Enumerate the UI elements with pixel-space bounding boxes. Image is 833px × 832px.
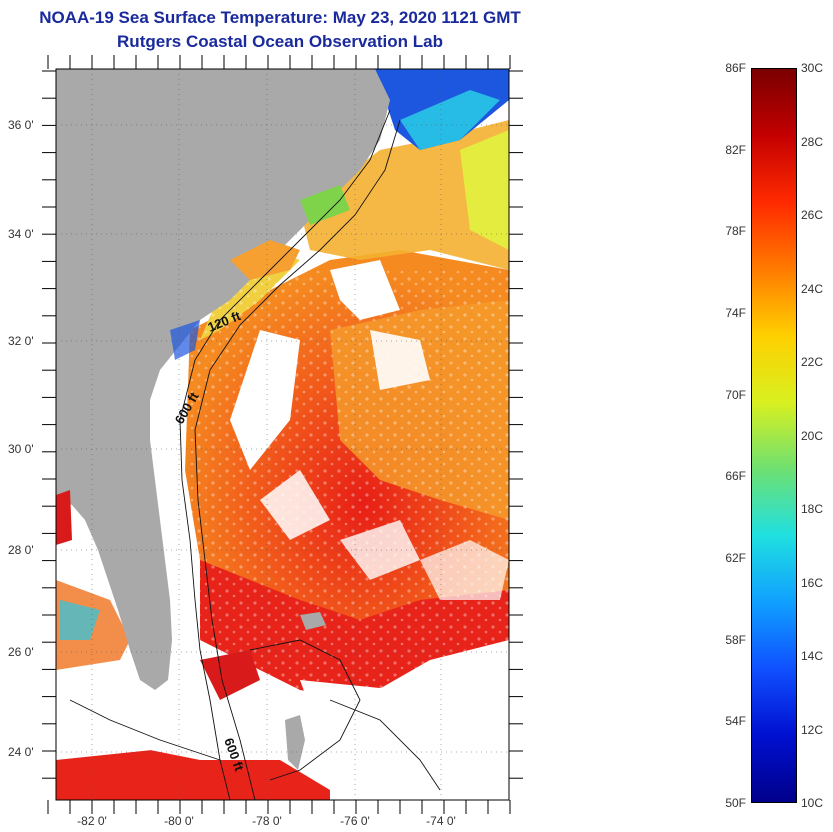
colorbar-fahrenheit-label: 62F xyxy=(725,551,746,565)
latitude-tick-label: 34 0' xyxy=(8,227,34,241)
yellow-green-patch xyxy=(460,130,509,250)
colorbar-celsius-label: 28C xyxy=(801,134,824,149)
colorbar-fahrenheit-label: 54F xyxy=(725,714,746,729)
colorbar-celsius-label: 14C xyxy=(801,649,824,663)
colorbar-celsius-label: 12C xyxy=(801,722,824,737)
colorbar-celsius-label: 22C xyxy=(801,355,824,369)
north-shelf-water xyxy=(300,120,509,270)
land-andros-island xyxy=(285,715,305,770)
latitude-tick-label: 30 0' xyxy=(8,442,34,456)
colorbar-fahrenheit-label: 50F xyxy=(725,796,746,810)
longitude-labels: -82 0' -80 0' -78 0' -76 0' -74 0' xyxy=(77,814,456,828)
colorbar-celsius-label: 16C xyxy=(801,575,824,590)
colorbar-fahrenheit-label: 74F xyxy=(725,306,746,320)
temperature-colorbar xyxy=(751,68,797,803)
sst-map: 120 ft 600 ft 600 ft 36 0' 34 0' 32 0' 30 0… xyxy=(8,55,523,828)
colorbar-celsius-label: 30C xyxy=(801,61,824,75)
title-line-1: NOAA-19 Sea Surface Temperature: May 23,… xyxy=(39,8,521,27)
colorbar-fahrenheit-label: 58F xyxy=(725,632,746,647)
colorbar-fahrenheit-label: 66F xyxy=(725,469,746,484)
colorbar-fahrenheit-label: 70F xyxy=(725,387,746,402)
coastal-color-patches xyxy=(56,185,350,700)
map-image xyxy=(56,69,509,800)
longitude-tick-label: -76 0' xyxy=(340,814,370,828)
latitude-tick-label: 36 0' xyxy=(8,118,34,132)
latitude-tick-label: 24 0' xyxy=(8,745,34,759)
longitude-tick-label: -74 0' xyxy=(426,814,456,828)
longitude-tick-label: -78 0' xyxy=(252,814,282,828)
latitude-tick-label: 28 0' xyxy=(8,543,34,557)
latitude-tick-label: 26 0' xyxy=(8,645,34,659)
longitude-tick-label: -80 0' xyxy=(164,814,194,828)
latitude-labels: 36 0' 34 0' 32 0' 30 0' 28 0' 26 0' 24 0' xyxy=(8,118,34,759)
colorbar-fahrenheit-label: 86F xyxy=(725,61,746,75)
colorbar-celsius-label: 20C xyxy=(801,428,824,443)
colorbar-fahrenheit-label: 82F xyxy=(725,142,746,157)
title-line-2: Rutgers Coastal Ocean Observation Lab xyxy=(117,32,443,51)
latitude-tick-label: 32 0' xyxy=(8,334,34,348)
longitude-tick-label: -82 0' xyxy=(77,814,107,828)
land-grand-bahama xyxy=(300,612,326,630)
cyan-water-north xyxy=(400,90,500,150)
map-frame xyxy=(55,68,510,801)
colorbar-celsius-label: 10C xyxy=(801,796,824,810)
map-title: NOAA-19 Sea Surface Temperature: May 23,… xyxy=(0,6,560,54)
graticule xyxy=(56,69,509,800)
sst-map-svg: 120 ft 600 ft 600 ft 36 0'34 0'32 0'30 0… xyxy=(8,55,523,828)
colorbar-celsius-label: 18C xyxy=(801,502,824,516)
colorbar-celsius-label: 24C xyxy=(801,281,824,296)
land-southeast-us xyxy=(56,69,390,690)
colorbar-celsius-label: 26C xyxy=(801,208,824,222)
axis-ticks xyxy=(42,55,523,814)
colorbar-fahrenheit-label: 78F xyxy=(725,224,746,239)
cloud-speckle xyxy=(190,270,509,700)
